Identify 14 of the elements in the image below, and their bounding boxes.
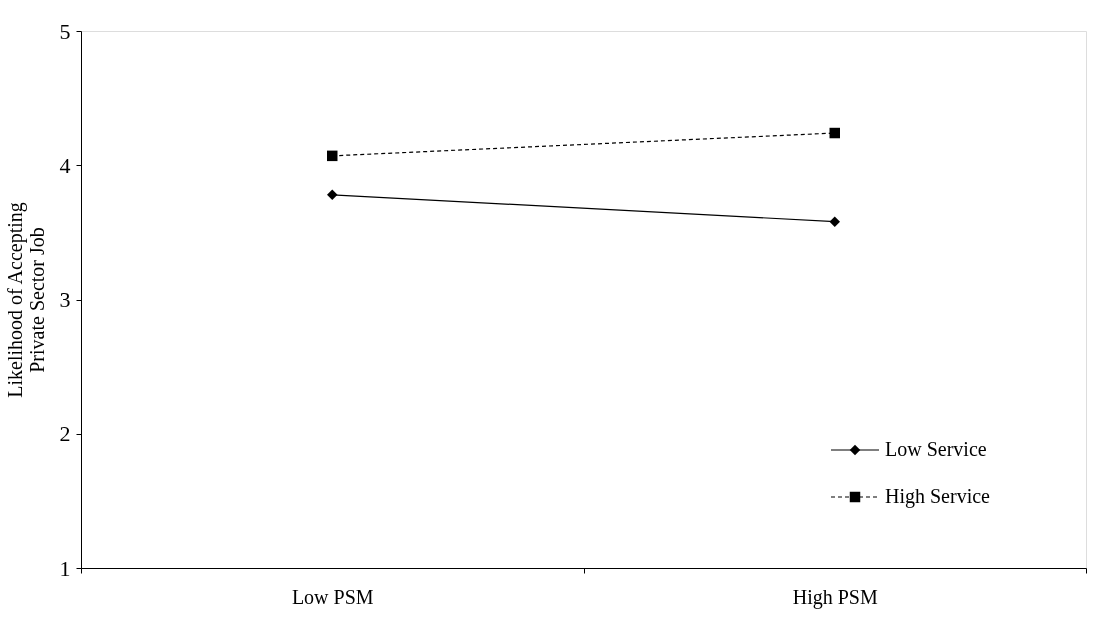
point	[327, 150, 338, 162]
legend-label: High Service	[885, 485, 991, 508]
point	[829, 127, 840, 139]
legend-label: Low Service	[885, 438, 987, 460]
y-tick-label: 3	[59, 287, 71, 312]
y-tick-label: 5	[59, 18, 71, 44]
x-tick-label: Low PSM	[291, 585, 374, 608]
y-tick-label: 2	[59, 421, 71, 447]
point	[829, 216, 840, 227]
y-tick-label: 4	[59, 152, 71, 178]
x-tick-label: High PSM	[792, 585, 878, 609]
y-axis-title: Likelihood of Accepting Private Sector Job	[3, 202, 48, 398]
point	[327, 189, 338, 201]
y-tick-label: 1	[59, 555, 71, 581]
